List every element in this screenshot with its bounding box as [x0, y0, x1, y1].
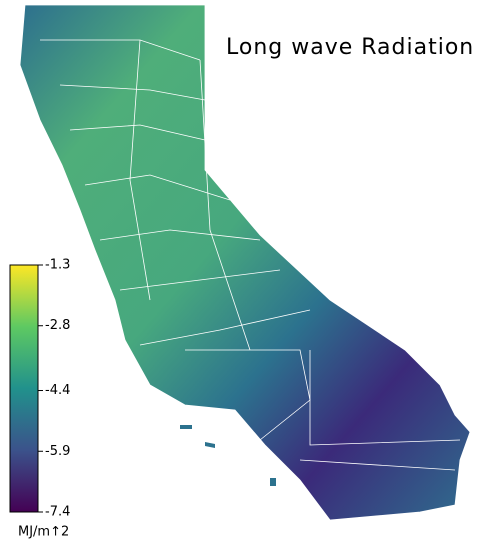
- colorbar-tick-label: -4.4: [45, 383, 70, 398]
- colorbar-tick-label: -5.9: [45, 444, 70, 459]
- map-title: Long wave Radiation: [226, 35, 474, 60]
- colorbar-tick-label: -7.4: [45, 505, 70, 520]
- california-map: [19, 4, 471, 521]
- colorbar: [9, 264, 39, 513]
- colorbar-tick-label: -2.8: [45, 318, 70, 333]
- colorbar-tick-label: -1.3: [45, 258, 70, 273]
- colorbar-label: MJ/m↑2: [18, 525, 69, 540]
- state-shape: [19, 4, 471, 521]
- county-lines: [40, 39, 461, 471]
